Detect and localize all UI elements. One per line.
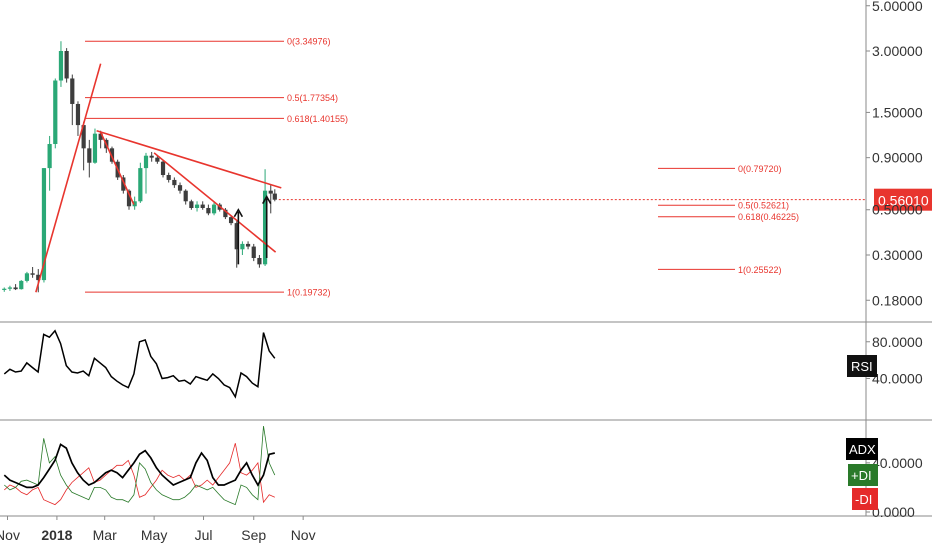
- plus-di-line[interactable]: [4, 425, 276, 506]
- price-tick-label: 3.00000: [872, 43, 923, 59]
- time-tick-label: Nov: [291, 527, 316, 543]
- trend-line[interactable]: [99, 131, 135, 205]
- candle-body[interactable]: [262, 190, 268, 265]
- fib-level-label: 0.5(1.77354): [287, 93, 338, 103]
- candle-body[interactable]: [64, 51, 69, 79]
- candle-body[interactable]: [19, 280, 24, 290]
- time-tick-label: Jul: [195, 527, 213, 543]
- annotations: 0(3.34976) 0.5(1.77354) 0.618(1.40155) 1(0.…: [35, 37, 932, 298]
- candle-body[interactable]: [251, 246, 256, 259]
- candle-body[interactable]: [183, 190, 188, 202]
- candle-body[interactable]: [172, 179, 177, 186]
- candle-body[interactable]: [132, 201, 137, 207]
- adx-tick-label: 0.0000: [872, 504, 915, 520]
- rsi-label: RSI: [851, 359, 873, 374]
- candle-body[interactable]: [126, 190, 132, 207]
- arrow-head: [262, 194, 272, 204]
- candle-body[interactable]: [47, 144, 52, 169]
- last-price-label: 0.56010: [878, 193, 929, 209]
- candle-body[interactable]: [206, 207, 211, 214]
- candle-body[interactable]: [268, 190, 273, 194]
- candle-body[interactable]: [149, 155, 154, 158]
- fib-level-label: 0.618(1.40155): [287, 114, 348, 124]
- plus-di-badge: [848, 464, 878, 486]
- candle-body[interactable]: [87, 148, 92, 163]
- adx-badge: [846, 438, 878, 460]
- price-tick-label: 0.30000: [872, 247, 923, 263]
- candle-body[interactable]: [13, 287, 18, 290]
- time-tick-label: Sep: [241, 527, 266, 543]
- candle-body[interactable]: [166, 175, 171, 180]
- minus-di-label: -DI: [855, 492, 872, 507]
- rsi-tick-label: 40.0000: [872, 370, 923, 386]
- time-tick-label: 2018: [41, 527, 72, 543]
- trend-line[interactable]: [35, 63, 102, 293]
- rsi-line[interactable]: [3, 329, 276, 399]
- candle-body[interactable]: [70, 78, 75, 104]
- adx-panel[interactable]: 40.0000 0.0000 ADX +DI -DI: [3, 425, 923, 520]
- candle-body[interactable]: [177, 185, 183, 191]
- candle-body[interactable]: [257, 258, 262, 265]
- price-tick-label: 0.18000: [872, 292, 923, 308]
- candle-body[interactable]: [41, 168, 47, 281]
- plus-di-label: +DI: [851, 468, 872, 483]
- candle-body[interactable]: [234, 223, 239, 250]
- adx-tick-label: 40.0000: [872, 455, 923, 471]
- candle-body[interactable]: [121, 177, 126, 191]
- candle-body[interactable]: [58, 51, 64, 81]
- candle-body[interactable]: [228, 217, 234, 224]
- candle-body[interactable]: [98, 133, 103, 140]
- candle-body[interactable]: [240, 243, 245, 250]
- candle-body[interactable]: [53, 80, 58, 145]
- candle-body[interactable]: [160, 161, 166, 176]
- fib-level-label: 0(3.34976): [287, 37, 331, 47]
- fib-level-label: 1(0.25522): [738, 265, 782, 275]
- minus-di-line[interactable]: [4, 443, 275, 506]
- candle-body[interactable]: [2, 288, 7, 290]
- candle-body[interactable]: [189, 201, 194, 208]
- candle-body[interactable]: [143, 155, 149, 169]
- candle-body[interactable]: [245, 243, 251, 247]
- candle-body[interactable]: [92, 133, 98, 163]
- adx-label: ADX: [849, 442, 876, 457]
- candle-body[interactable]: [155, 157, 160, 162]
- fib-level-label: 0.618(0.46225): [738, 212, 799, 222]
- candle-body[interactable]: [7, 287, 13, 289]
- fib-level-label: 1(0.19732): [287, 288, 331, 298]
- price-tick-label: 1.50000: [872, 104, 923, 120]
- last-price-badge: [874, 188, 932, 211]
- axes: 5.00000 3.00000 1.50000 0.90000 0.50000 0.300…: [0, 0, 923, 543]
- adx-line[interactable]: [3, 443, 275, 489]
- candle-body[interactable]: [223, 209, 228, 218]
- candle-body[interactable]: [200, 204, 205, 208]
- candle-body[interactable]: [30, 273, 35, 275]
- minus-di-badge: [852, 488, 878, 510]
- candle-body[interactable]: [272, 193, 277, 200]
- candle-body[interactable]: [24, 273, 30, 281]
- candle-body[interactable]: [138, 168, 143, 202]
- candle-body[interactable]: [75, 103, 81, 126]
- rsi-tick-label: 80.0000: [872, 334, 923, 350]
- arrow-head: [233, 208, 244, 218]
- rsi-badge: [847, 355, 877, 377]
- price-tick-label: 0.50000: [872, 202, 923, 218]
- trend-line[interactable]: [153, 152, 277, 253]
- fib-level-label: 0(0.79720): [738, 164, 782, 174]
- candle-body[interactable]: [211, 204, 217, 214]
- price-tick-label: 5.00000: [872, 0, 923, 14]
- time-tick-label: May: [141, 527, 167, 543]
- candle-body[interactable]: [194, 204, 200, 208]
- candle-body[interactable]: [81, 125, 86, 149]
- time-tick-label: Nov: [0, 527, 20, 543]
- candle-body[interactable]: [36, 274, 41, 281]
- trend-line[interactable]: [96, 129, 282, 189]
- price-tick-label: 0.90000: [872, 150, 923, 166]
- fib-level-label: 0.5(0.52621): [738, 201, 789, 211]
- time-tick-label: Mar: [93, 527, 117, 543]
